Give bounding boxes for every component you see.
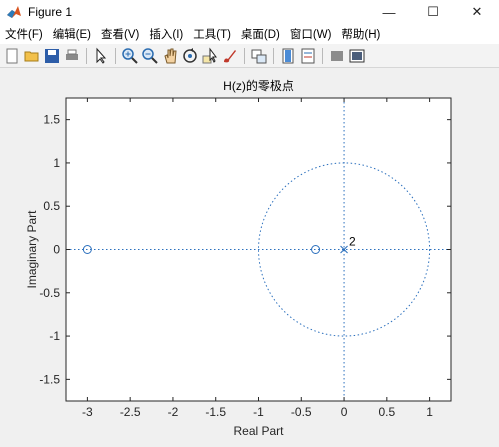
- print-button[interactable]: [63, 47, 81, 65]
- pole-zero-plot[interactable]: 2 -3 -2.5 -2 -1.5 -1 -0.5 0 0.5 1 -1.5 -1 -0.5 0 0.5 1 1…: [0, 68, 499, 442]
- minimize-button[interactable]: —: [382, 4, 396, 20]
- zero-marker: [82, 245, 92, 254]
- save-button[interactable]: [43, 47, 61, 65]
- menu-help[interactable]: 帮助(H): [341, 29, 381, 41]
- x-tick-label: 1: [426, 405, 433, 419]
- legend-button[interactable]: [299, 47, 317, 65]
- rotate-button[interactable]: [181, 47, 199, 65]
- toolbar-separator: [273, 47, 274, 64]
- menu-edit[interactable]: 编辑(E): [52, 29, 92, 41]
- x-tick-label: -1: [253, 405, 264, 419]
- zoom-in-button[interactable]: [121, 47, 139, 65]
- x-tick-label: -2.5: [120, 405, 141, 419]
- matlab-logo-icon: [7, 6, 21, 18]
- show-plot-tools-button[interactable]: [348, 47, 366, 65]
- colorbar-icon: [282, 48, 294, 63]
- plot-region: [66, 98, 451, 401]
- x-tick-label: 0.5: [378, 405, 395, 419]
- pole-marker: [340, 245, 348, 254]
- x-axis-label: Real Part: [233, 424, 284, 438]
- toolbar-separator: [86, 47, 87, 64]
- unit-circle: [258, 162, 431, 337]
- x-tick-label: 0: [341, 405, 348, 419]
- print-icon: [66, 49, 78, 60]
- x-tick-label: -0.5: [291, 405, 312, 419]
- pointer-button[interactable]: [92, 47, 110, 65]
- zoom-in-icon: [122, 47, 138, 64]
- data-cursor-button[interactable]: [201, 47, 219, 65]
- hide-plot-tools-icon: [331, 50, 343, 61]
- pole-multiplicity-label: 2: [349, 235, 356, 249]
- zoom-out-icon: [142, 47, 158, 64]
- new-figure-button[interactable]: [3, 47, 21, 65]
- maximize-button[interactable]: ☐: [427, 4, 439, 19]
- y-tick-label: 1: [53, 156, 60, 170]
- brush-button[interactable]: [221, 47, 239, 65]
- pole-marker-stroke: [340, 245, 348, 254]
- menu-tools[interactable]: 工具(T): [193, 29, 231, 41]
- data-cursor-icon: [202, 47, 217, 63]
- toolbar-separator: [115, 47, 116, 64]
- menu-bar: 文件(F) 编辑(E) 查看(V) 插入(I) 工具(T) 桌面(D) 窗口(W) 帮助(H): [0, 24, 499, 44]
- x-tick-label: -2: [168, 405, 179, 419]
- figure-area: 2 -3 -2.5 -2 -1.5 -1 -0.5 0 0.5 1 -1.5 -1 -0.5 0 0.5 1 1…: [0, 68, 499, 442]
- new-figure-icon: [6, 48, 18, 63]
- hide-plot-tools-button[interactable]: [328, 47, 346, 65]
- zero-marker: [311, 245, 321, 254]
- toolbar-separator: [322, 47, 323, 64]
- show-plot-tools-icon: [349, 49, 365, 62]
- title-bar: Figure 1 — ☐ ✕: [0, 0, 499, 24]
- pan-button[interactable]: [161, 47, 179, 65]
- figure-toolbar: [0, 44, 499, 68]
- y-tick-label: -1: [49, 329, 60, 343]
- toolbar-separator: [244, 47, 245, 64]
- y-tick-label: -1.5: [39, 372, 60, 386]
- open-file-button[interactable]: [23, 47, 41, 65]
- window-title: Figure 1: [28, 5, 73, 19]
- link-plot-button[interactable]: [250, 47, 268, 65]
- colorbar-button[interactable]: [279, 47, 297, 65]
- pan-icon: [164, 48, 177, 63]
- brush-icon: [224, 49, 236, 62]
- y-tick-label: 0.5: [43, 199, 60, 213]
- menu-file[interactable]: 文件(F): [5, 29, 43, 41]
- menu-view[interactable]: 查看(V): [101, 29, 140, 41]
- open-file-icon: [24, 51, 39, 61]
- chart-title: H(z)的零极点: [223, 78, 294, 93]
- menu-window[interactable]: 窗口(W): [289, 29, 332, 41]
- link-plot-icon: [251, 49, 267, 63]
- x-tick-label: -1.5: [205, 405, 226, 419]
- y-tick-label: 1.5: [43, 113, 60, 127]
- menu-insert[interactable]: 插入(I): [149, 29, 184, 41]
- menu-desktop[interactable]: 桌面(D): [240, 29, 280, 41]
- legend-icon: [301, 48, 315, 63]
- rotate-icon: [183, 47, 197, 63]
- y-tick-label: -0.5: [39, 286, 60, 300]
- close-button[interactable]: ✕: [471, 4, 483, 19]
- pointer-icon: [96, 47, 107, 64]
- zoom-out-button[interactable]: [141, 47, 159, 65]
- save-icon: [45, 48, 59, 63]
- x-tick-label: -3: [82, 405, 93, 419]
- y-tick-label: 0: [53, 243, 60, 257]
- y-axis-label: Imaginary Part: [25, 210, 39, 289]
